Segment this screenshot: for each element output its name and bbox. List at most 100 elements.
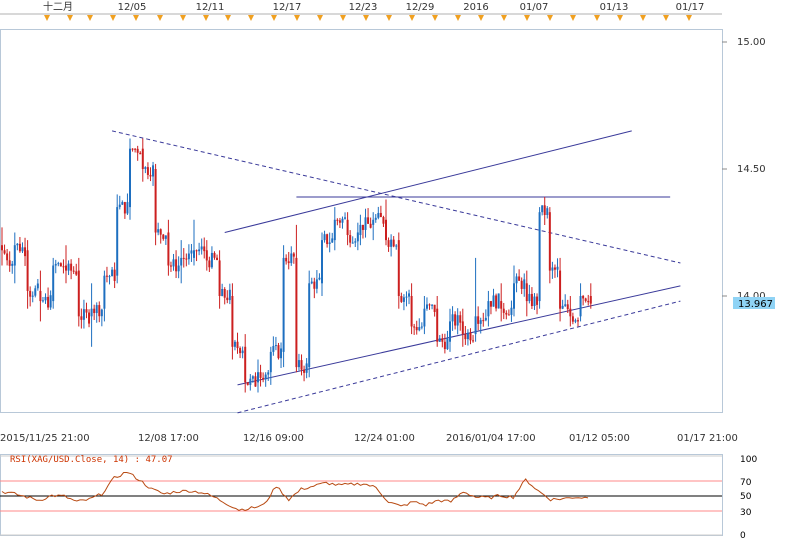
candle [507,309,510,316]
event-marker[interactable] [203,15,209,21]
candle [75,263,78,276]
top-label-3: 12/17 [273,2,302,13]
top-label-6: 2016 [463,2,488,13]
candle [438,335,441,343]
candle [436,296,439,347]
trendline-3 [237,285,681,386]
event-marker[interactable] [157,15,163,21]
candle [574,318,577,324]
event-marker[interactable] [180,15,186,21]
candlesticks [1,138,592,393]
candle [218,250,221,309]
candle [321,232,323,296]
event-marker[interactable] [409,15,415,21]
candle [251,375,254,383]
event-marker[interactable] [617,15,623,21]
candle [326,233,329,248]
event-markers [44,15,692,21]
candle [59,262,62,267]
candle [587,294,590,306]
candle [500,283,503,322]
event-marker[interactable] [225,15,231,21]
candle [162,233,165,241]
candle [44,293,47,304]
event-marker[interactable] [570,15,576,21]
candle [410,283,413,335]
event-marker[interactable] [87,15,93,21]
candle [515,273,518,293]
candle [346,212,349,246]
event-marker[interactable] [363,15,369,21]
event-marker[interactable] [317,15,323,21]
rsi-line [1,472,589,512]
top-label-5: 12/29 [406,2,435,13]
candle [497,293,500,309]
event-marker[interactable] [271,15,277,21]
candle [249,374,252,391]
candle [408,289,411,305]
candle [208,256,211,273]
event-marker[interactable] [686,15,692,21]
candle [172,253,175,271]
candle [29,286,32,307]
candle [100,308,103,327]
candle [213,251,216,260]
event-marker[interactable] [133,15,139,21]
candle [257,359,259,393]
event-marker[interactable] [594,15,600,21]
candle [387,237,390,252]
event-marker[interactable] [294,15,300,21]
candle [98,301,101,323]
candle [420,322,423,330]
event-marker[interactable] [547,15,553,21]
candle [341,216,344,229]
candle [525,270,528,317]
candle [303,365,306,382]
event-marker[interactable] [386,15,392,21]
candle [198,242,201,256]
candle [108,274,111,285]
candle [90,283,93,347]
candle [6,248,9,266]
candle [282,245,285,368]
candle [395,244,398,250]
candle [274,336,277,351]
candle [308,270,311,378]
candle [548,207,551,284]
candle [67,260,70,276]
trendline-2 [111,130,681,264]
candle [477,306,480,331]
event-marker[interactable] [110,15,116,21]
event-marker[interactable] [44,15,50,21]
event-marker[interactable] [663,15,669,21]
candle [16,243,19,251]
candle [392,236,395,248]
candle [39,270,42,322]
candle [287,251,290,270]
candle [210,246,213,269]
candle [264,372,267,387]
candle [331,232,334,243]
event-marker[interactable] [67,15,73,21]
candle [541,205,544,216]
top-label-1: 12/05 [118,2,147,13]
candle [449,308,451,352]
event-marker[interactable] [248,15,254,21]
event-marker[interactable] [640,15,646,21]
event-marker[interactable] [455,15,461,21]
candle [85,302,88,319]
price-panel [0,29,723,413]
event-marker[interactable] [524,15,530,21]
event-marker[interactable] [432,15,438,21]
last-price-tag: 13.967 [733,297,775,310]
candle [418,318,421,332]
candle [54,259,57,274]
candle [495,293,498,312]
event-marker[interactable] [478,15,484,21]
candle [13,232,16,284]
event-marker[interactable] [340,15,346,21]
candle [246,382,249,386]
event-marker[interactable] [501,15,507,21]
candle [413,323,416,335]
